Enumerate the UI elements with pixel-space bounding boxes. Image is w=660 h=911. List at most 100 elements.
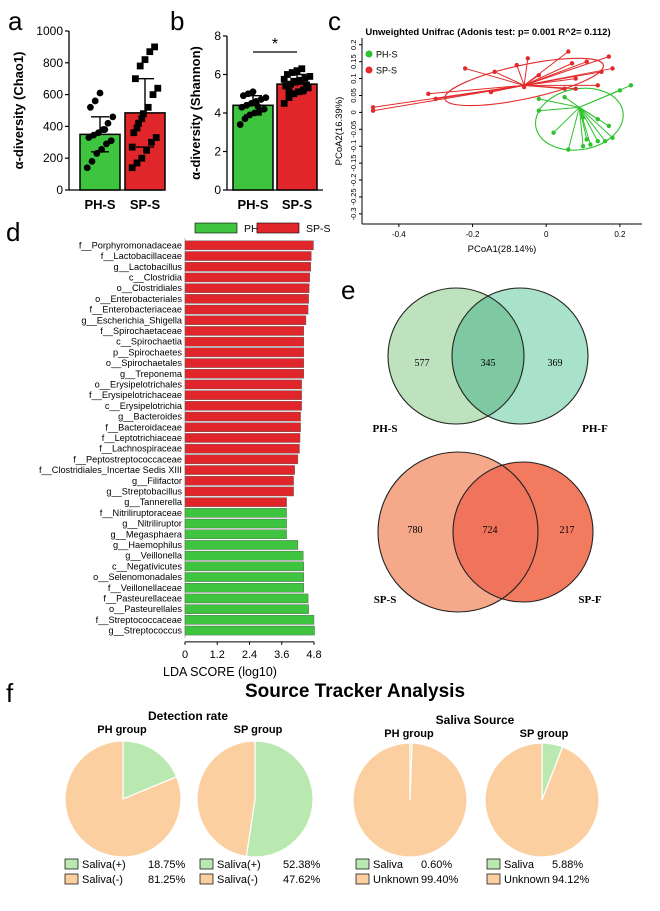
pie-label: PH group bbox=[97, 724, 147, 736]
legend-swatch bbox=[256, 222, 300, 234]
taxon-label: c__Clostridia bbox=[129, 273, 183, 283]
venn-left-count: 577 bbox=[415, 358, 430, 369]
lda-bar bbox=[184, 304, 309, 315]
data-point bbox=[103, 140, 110, 148]
pie-slice bbox=[352, 742, 468, 858]
lda-bar bbox=[184, 326, 304, 336]
legend-name: Unknown bbox=[373, 874, 419, 886]
venn-right-label: PH-F bbox=[582, 423, 608, 435]
pie-label: SP group bbox=[234, 724, 283, 736]
taxon-label: f__Veillonellaceae bbox=[108, 583, 182, 593]
y-tick-label: 200 bbox=[43, 151, 63, 165]
lda-bar bbox=[184, 561, 304, 572]
legend-value: 52.38% bbox=[283, 859, 321, 871]
spider-line bbox=[428, 84, 525, 95]
venn-overlap-count: 724 bbox=[483, 525, 498, 536]
venn-overlap bbox=[452, 288, 524, 424]
x-axis-label: PCoA1(28.14%) bbox=[468, 244, 537, 255]
lda-bar bbox=[184, 550, 304, 561]
bar bbox=[232, 104, 274, 191]
data-point bbox=[98, 146, 105, 153]
data-point bbox=[236, 121, 244, 128]
y-tick-label: 8 bbox=[214, 29, 221, 43]
y-tick-label: 600 bbox=[43, 88, 63, 102]
spider-line bbox=[578, 107, 606, 142]
pie-slice bbox=[245, 740, 314, 858]
lda-bar bbox=[184, 336, 304, 347]
section-title: Detection rate bbox=[148, 709, 228, 723]
legend-swatch bbox=[486, 873, 501, 885]
data-point bbox=[138, 115, 146, 122]
lda-bar bbox=[184, 508, 287, 518]
data-point bbox=[566, 147, 571, 152]
y-tick-label: 0 bbox=[349, 110, 358, 114]
legend-value: 5.88% bbox=[552, 859, 583, 871]
data-point bbox=[514, 62, 519, 68]
data-point bbox=[128, 143, 136, 151]
data-point bbox=[584, 137, 589, 142]
spider-line bbox=[578, 107, 584, 147]
x-tick-label: 3.6 bbox=[274, 649, 289, 661]
panel-letter-e: e bbox=[341, 275, 355, 305]
lda-bar bbox=[184, 401, 302, 411]
pie-slice bbox=[196, 740, 256, 858]
legend-label: PH-S bbox=[376, 50, 398, 60]
legend-label: SP-S bbox=[306, 223, 331, 235]
y-tick-label: 1000 bbox=[36, 24, 63, 38]
data-point bbox=[285, 94, 293, 101]
data-point bbox=[551, 130, 556, 135]
lda-bar bbox=[184, 347, 304, 358]
venn-right-count: 217 bbox=[560, 525, 575, 536]
data-point bbox=[606, 54, 612, 59]
panel-letter-b: b bbox=[170, 6, 184, 36]
legend-swatch bbox=[355, 873, 370, 885]
data-point bbox=[573, 86, 578, 91]
spider-line bbox=[494, 71, 525, 86]
data-point bbox=[280, 75, 288, 83]
data-point bbox=[296, 76, 304, 84]
data-point bbox=[148, 138, 155, 146]
legend-name: Saliva bbox=[504, 859, 535, 871]
legend-marker bbox=[365, 50, 373, 58]
x-tick-label: 2.4 bbox=[242, 649, 257, 661]
lda-bar bbox=[184, 518, 287, 529]
x-tick-label: 4.8 bbox=[306, 649, 321, 661]
pie-label: PH group bbox=[384, 728, 434, 740]
data-point bbox=[301, 74, 309, 82]
spider-line bbox=[564, 96, 580, 108]
data-point bbox=[462, 66, 468, 71]
data-point bbox=[536, 108, 542, 113]
lda-bar bbox=[184, 390, 302, 400]
data-point bbox=[133, 159, 141, 167]
data-point bbox=[562, 94, 567, 100]
spider-line bbox=[578, 107, 599, 142]
data-point bbox=[606, 123, 612, 129]
data-point bbox=[285, 87, 293, 95]
data-point bbox=[488, 89, 494, 95]
data-point bbox=[521, 84, 527, 90]
venn-right-outline bbox=[451, 287, 589, 425]
data-point bbox=[290, 77, 298, 85]
lda-bar bbox=[184, 369, 304, 379]
legend-swatch bbox=[199, 858, 214, 870]
y-tick-label: 0 bbox=[56, 183, 63, 197]
venn-right-count: 369 bbox=[548, 358, 563, 369]
taxon-label: g__Bacteroides bbox=[118, 412, 182, 422]
taxon-label: g__Streptococcus bbox=[108, 626, 182, 636]
legend-value: 18.75% bbox=[148, 859, 186, 871]
taxon-label: f__Erysipelotrichaceae bbox=[89, 390, 182, 400]
data-point bbox=[628, 83, 634, 88]
panel-letter-c: c bbox=[328, 6, 341, 36]
lda-bar bbox=[184, 315, 307, 326]
lda-bar bbox=[184, 583, 304, 593]
spider-line bbox=[523, 58, 529, 86]
legend-swatch bbox=[194, 222, 238, 234]
spider-line bbox=[465, 67, 525, 86]
data-point bbox=[149, 91, 157, 98]
data-point bbox=[141, 56, 149, 64]
y-axis-label: α-diversity (Chao1) bbox=[11, 52, 26, 170]
pie-slice bbox=[484, 742, 600, 858]
legend-swatch bbox=[486, 858, 501, 870]
data-point bbox=[136, 62, 144, 70]
data-point bbox=[152, 134, 160, 141]
